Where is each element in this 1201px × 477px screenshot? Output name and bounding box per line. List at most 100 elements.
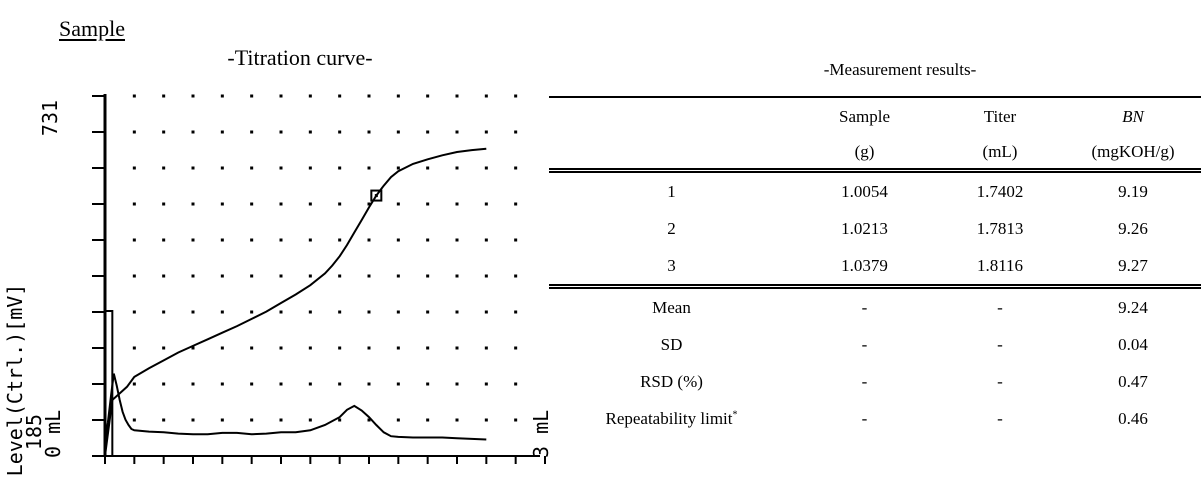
grid-dot [396, 94, 400, 98]
stat-label: RSD (%) [640, 371, 703, 391]
grid-dot [484, 418, 488, 422]
stat-cell: - [997, 334, 1003, 354]
grid-dot [426, 382, 430, 386]
grid-dot [279, 346, 283, 350]
grid-dot [367, 166, 371, 170]
grid-dot [132, 418, 136, 422]
grid-dot [162, 418, 166, 422]
grid-dot [279, 166, 283, 170]
header-cell: Titer [935, 96, 1065, 135]
grid-dot [220, 94, 224, 98]
grid-dot [338, 382, 342, 386]
endpoint-marker [370, 189, 383, 202]
stat-value: 0.46 [1118, 408, 1148, 428]
grid-dot [250, 238, 254, 242]
grid-dot [396, 166, 400, 170]
grid-dot [132, 130, 136, 134]
row-number: 3 [667, 255, 676, 275]
header-unit-cell [549, 135, 794, 171]
grid-dot [279, 202, 283, 206]
stat-cell: - [794, 284, 935, 326]
grid-dot [514, 202, 518, 206]
bn-cell: 9.19 [1065, 168, 1201, 210]
grid-dot [162, 382, 166, 386]
header-row: Sample Titer BN [549, 96, 1201, 135]
grid-dot [338, 202, 342, 206]
bn-cell: 9.26 [1118, 218, 1148, 238]
grid-dot [250, 274, 254, 278]
grid-dot [132, 166, 136, 170]
header-units-row: (g) (mL) (mgKOH/g) [549, 135, 1201, 171]
grid-dot [132, 382, 136, 386]
grid-dot [426, 274, 430, 278]
header-unit-cell: (g) [854, 141, 875, 161]
grid-dot [191, 382, 195, 386]
grid-dot [308, 382, 312, 386]
grid-dot [338, 310, 342, 314]
grid-dot [484, 382, 488, 386]
grid-dot [338, 166, 342, 170]
grid-dot [308, 238, 312, 242]
grid-dot [426, 202, 430, 206]
stat-value: 0.47 [1118, 371, 1148, 391]
grid-dot [308, 94, 312, 98]
stat-row-repeatability: Repeatability limit* - - 0.46 [549, 400, 1201, 437]
stat-cell: - [861, 334, 868, 354]
grid-dot [484, 202, 488, 206]
results-table: Sample Titer BN (g) (mL) (mgKOH/g) 1 1.0… [549, 96, 1201, 437]
grid-dot [220, 274, 224, 278]
grid-dot [308, 130, 312, 134]
chart-title: -Titration curve- [227, 45, 373, 70]
grid-dot [162, 202, 166, 206]
grid-dot [220, 346, 224, 350]
x-min-label: 0 mL [41, 410, 65, 458]
stat-row-mean: Mean - - 9.24 [549, 284, 1201, 326]
table-row: 2 1.0213 1.7813 9.26 [549, 210, 1201, 247]
grid-dot [514, 382, 518, 386]
sample-cell: 1.0379 [841, 255, 888, 275]
derivative-curve-line [104, 373, 487, 443]
grid-dot [250, 310, 254, 314]
endpoint-marker-center [374, 194, 378, 198]
grid-dot [455, 202, 459, 206]
grid-dot [367, 274, 371, 278]
grid-dot [455, 130, 459, 134]
grid-dot [455, 346, 459, 350]
grid-dot [455, 382, 459, 386]
grid-dot [514, 130, 518, 134]
grid-dot [455, 274, 459, 278]
grid-dot [396, 346, 400, 350]
grid-dot [220, 310, 224, 314]
grid-dot [308, 202, 312, 206]
grid-dot [132, 274, 136, 278]
potential-curve-line [104, 147, 487, 457]
grid-dot [279, 310, 283, 314]
titer-cell: 1.7402 [935, 168, 1065, 210]
grid-dot [396, 310, 400, 314]
grid-dot [308, 274, 312, 278]
y-top-label: 731 [38, 100, 62, 136]
grid-dot [250, 94, 254, 98]
grid-dot [191, 346, 195, 350]
grid-dot [279, 130, 283, 134]
grid-dot [279, 418, 283, 422]
grid-dot [132, 346, 136, 350]
grid-dot [279, 382, 283, 386]
grid-dot [484, 346, 488, 350]
footnote-marker: * [732, 408, 738, 420]
grid-dot [455, 94, 459, 98]
stat-row-sd: SD - - 0.04 [549, 326, 1201, 363]
grid-dot [191, 274, 195, 278]
table-row: 1 1.0054 1.7402 9.19 [549, 168, 1201, 210]
header-unit-cell: (mgKOH/g) [1091, 141, 1175, 161]
grid-dot [338, 94, 342, 98]
grid-dot [396, 202, 400, 206]
titer-cell: 1.7813 [976, 218, 1024, 238]
grid-dot [132, 238, 136, 242]
grid-dot [396, 382, 400, 386]
stat-value: 0.04 [1118, 334, 1148, 354]
grid-dot [426, 130, 430, 134]
grid-dot [279, 94, 283, 98]
grid-dot [220, 418, 224, 422]
bn-cell: 9.27 [1118, 255, 1148, 275]
